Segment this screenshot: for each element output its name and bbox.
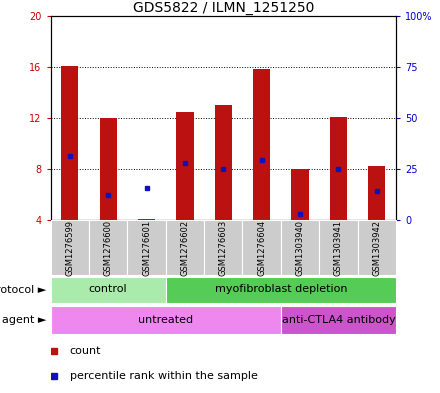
Bar [242, 220, 281, 275]
Bar [51, 220, 89, 275]
Bar [204, 220, 242, 275]
Title: GDS5822 / ILMN_1251250: GDS5822 / ILMN_1251250 [132, 1, 314, 15]
Text: GSM1303940: GSM1303940 [296, 220, 304, 275]
Text: GSM1303941: GSM1303941 [334, 220, 343, 275]
Bar [319, 220, 358, 275]
Bar [358, 220, 396, 275]
Bar [215, 105, 232, 220]
Bar [281, 306, 396, 334]
Text: GSM1276602: GSM1276602 [180, 220, 190, 275]
Bar [253, 69, 270, 220]
Bar [61, 66, 78, 220]
Text: GSM1276599: GSM1276599 [65, 220, 74, 275]
Bar [89, 220, 127, 275]
Text: GSM1276603: GSM1276603 [219, 219, 228, 276]
Text: GSM1276604: GSM1276604 [257, 220, 266, 275]
Text: percentile rank within the sample: percentile rank within the sample [70, 371, 257, 381]
Text: GSM1276600: GSM1276600 [104, 220, 113, 275]
Bar [291, 169, 309, 220]
Text: count: count [70, 346, 101, 356]
Text: GSM1303942: GSM1303942 [372, 220, 381, 275]
Bar [51, 306, 281, 334]
Text: control: control [89, 284, 128, 294]
Bar [127, 220, 166, 275]
Text: anti-CTLA4 antibody: anti-CTLA4 antibody [282, 315, 395, 325]
Bar [138, 219, 155, 220]
Bar [99, 118, 117, 220]
Bar [166, 277, 396, 303]
Text: myofibroblast depletion: myofibroblast depletion [215, 284, 347, 294]
Text: protocol ►: protocol ► [0, 285, 46, 295]
Bar [51, 277, 166, 303]
Text: GSM1276601: GSM1276601 [142, 220, 151, 275]
Bar [176, 112, 194, 220]
Bar [330, 117, 347, 220]
Bar [281, 220, 319, 275]
Text: agent ►: agent ► [2, 315, 46, 325]
Text: untreated: untreated [138, 315, 193, 325]
Bar [166, 220, 204, 275]
Bar [368, 167, 385, 220]
